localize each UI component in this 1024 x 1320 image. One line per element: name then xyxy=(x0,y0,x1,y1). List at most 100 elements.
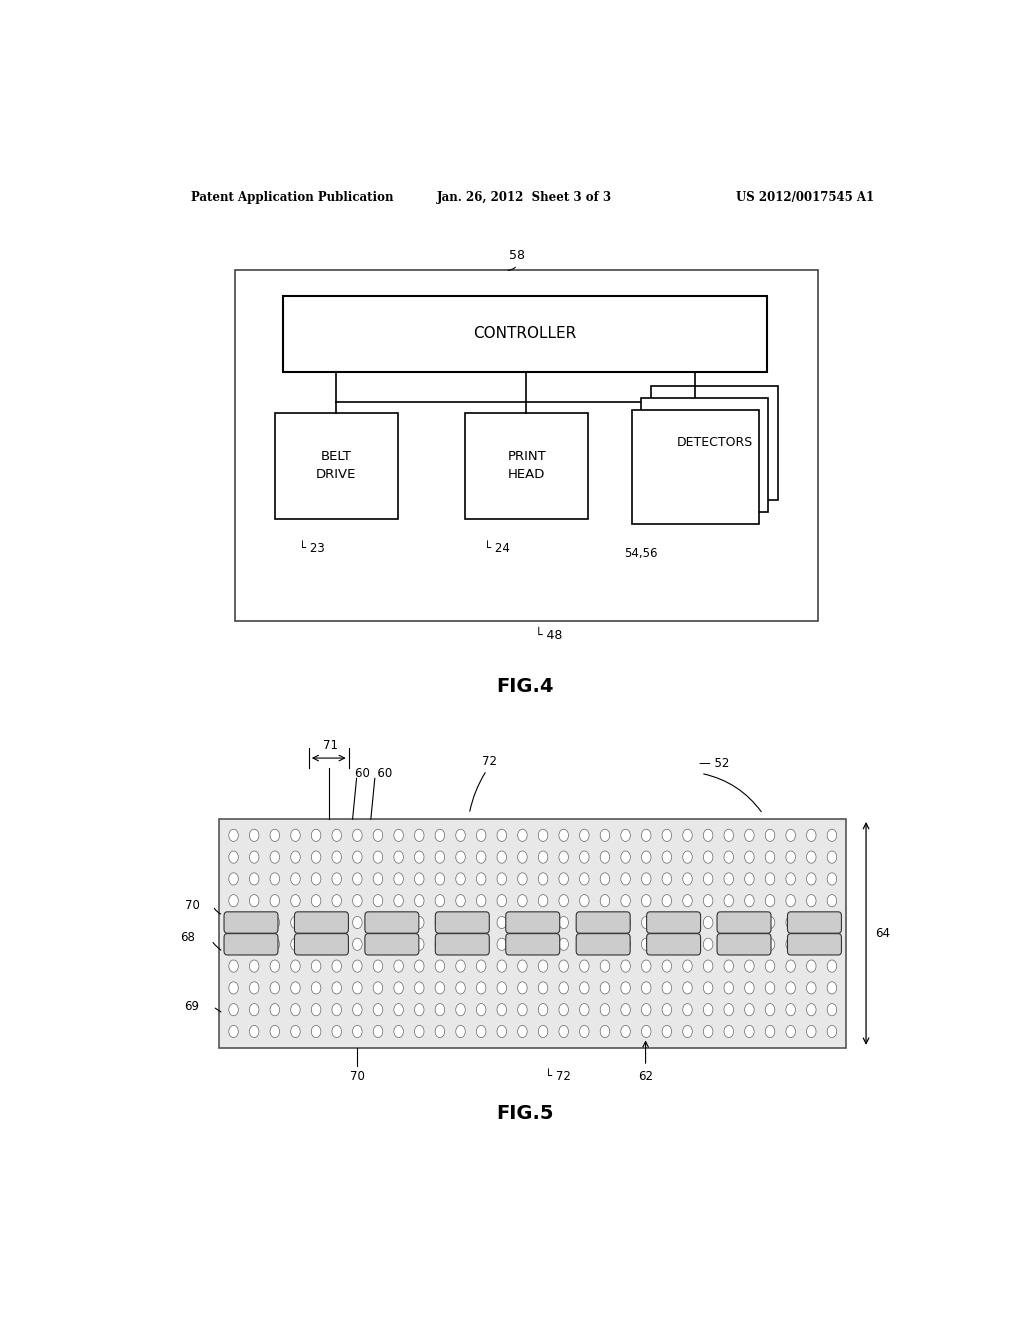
Circle shape xyxy=(785,939,796,950)
Circle shape xyxy=(415,1003,424,1016)
FancyBboxPatch shape xyxy=(577,933,630,954)
Circle shape xyxy=(744,873,754,884)
Circle shape xyxy=(600,982,609,994)
Circle shape xyxy=(373,895,383,907)
Circle shape xyxy=(311,873,321,884)
Circle shape xyxy=(559,982,568,994)
Circle shape xyxy=(311,829,321,841)
Circle shape xyxy=(332,982,341,994)
Circle shape xyxy=(352,1026,362,1038)
Circle shape xyxy=(641,916,651,928)
Circle shape xyxy=(663,939,672,950)
Circle shape xyxy=(559,1003,568,1016)
Circle shape xyxy=(332,1026,341,1038)
Circle shape xyxy=(476,939,486,950)
Circle shape xyxy=(497,916,507,928)
Text: DETECTORS: DETECTORS xyxy=(676,437,753,450)
Circle shape xyxy=(621,1026,631,1038)
Circle shape xyxy=(456,916,465,928)
Circle shape xyxy=(621,982,631,994)
Circle shape xyxy=(827,982,837,994)
Circle shape xyxy=(250,982,259,994)
Circle shape xyxy=(456,982,465,994)
Text: Jan. 26, 2012  Sheet 3 of 3: Jan. 26, 2012 Sheet 3 of 3 xyxy=(437,190,612,203)
Circle shape xyxy=(724,1026,733,1038)
Circle shape xyxy=(559,895,568,907)
Circle shape xyxy=(394,916,403,928)
Circle shape xyxy=(703,1003,713,1016)
Circle shape xyxy=(435,829,444,841)
Circle shape xyxy=(703,873,713,884)
FancyBboxPatch shape xyxy=(787,933,842,954)
Circle shape xyxy=(663,829,672,841)
Circle shape xyxy=(228,873,239,884)
Circle shape xyxy=(807,1003,816,1016)
Circle shape xyxy=(415,829,424,841)
Circle shape xyxy=(518,1026,527,1038)
Circle shape xyxy=(663,916,672,928)
Circle shape xyxy=(785,895,796,907)
Circle shape xyxy=(228,1026,239,1038)
Circle shape xyxy=(456,960,465,973)
Circle shape xyxy=(352,851,362,863)
Circle shape xyxy=(765,1003,775,1016)
Circle shape xyxy=(435,1003,444,1016)
Circle shape xyxy=(600,1003,609,1016)
Circle shape xyxy=(497,1003,507,1016)
Circle shape xyxy=(807,982,816,994)
Circle shape xyxy=(744,982,754,994)
Circle shape xyxy=(580,939,589,950)
Circle shape xyxy=(827,916,837,928)
Circle shape xyxy=(250,939,259,950)
Circle shape xyxy=(228,829,239,841)
Circle shape xyxy=(580,895,589,907)
FancyBboxPatch shape xyxy=(787,912,842,933)
Circle shape xyxy=(250,873,259,884)
Circle shape xyxy=(415,1026,424,1038)
Circle shape xyxy=(291,960,300,973)
Circle shape xyxy=(807,873,816,884)
Circle shape xyxy=(456,851,465,863)
Circle shape xyxy=(724,851,733,863)
Circle shape xyxy=(765,1026,775,1038)
Circle shape xyxy=(476,960,486,973)
Circle shape xyxy=(332,916,341,928)
Circle shape xyxy=(807,829,816,841)
Bar xyxy=(632,411,759,524)
Text: 72: 72 xyxy=(481,755,497,768)
Circle shape xyxy=(827,873,837,884)
Circle shape xyxy=(270,1003,280,1016)
Circle shape xyxy=(600,851,609,863)
Circle shape xyxy=(228,895,239,907)
Circle shape xyxy=(311,1003,321,1016)
Circle shape xyxy=(497,1026,507,1038)
Circle shape xyxy=(352,982,362,994)
Circle shape xyxy=(807,851,816,863)
Circle shape xyxy=(683,982,692,994)
Circle shape xyxy=(641,851,651,863)
Circle shape xyxy=(785,851,796,863)
Circle shape xyxy=(435,895,444,907)
Bar xyxy=(219,818,846,1048)
Circle shape xyxy=(663,960,672,973)
FancyBboxPatch shape xyxy=(717,933,771,954)
Circle shape xyxy=(580,916,589,928)
Circle shape xyxy=(621,873,631,884)
Circle shape xyxy=(373,851,383,863)
Circle shape xyxy=(827,895,837,907)
Circle shape xyxy=(435,982,444,994)
Circle shape xyxy=(250,851,259,863)
Circle shape xyxy=(435,960,444,973)
Circle shape xyxy=(311,851,321,863)
Circle shape xyxy=(311,960,321,973)
FancyBboxPatch shape xyxy=(646,912,700,933)
Circle shape xyxy=(518,873,527,884)
FancyBboxPatch shape xyxy=(365,912,419,933)
Circle shape xyxy=(311,939,321,950)
Circle shape xyxy=(559,829,568,841)
Circle shape xyxy=(703,939,713,950)
Circle shape xyxy=(807,960,816,973)
Circle shape xyxy=(291,939,300,950)
Circle shape xyxy=(497,851,507,863)
Circle shape xyxy=(373,1003,383,1016)
